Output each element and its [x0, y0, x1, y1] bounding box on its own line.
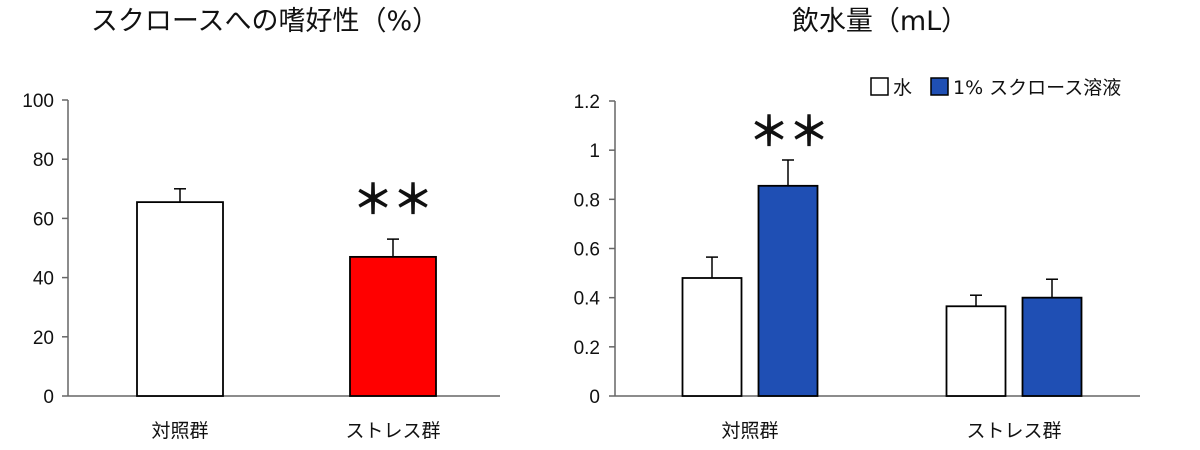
legend-label-sucrose: 1% スクロース溶液: [953, 77, 1121, 99]
chart1-title: スクロースへの嗜好性（%）: [91, 6, 439, 37]
chart2-bar: [945, 305, 1007, 397]
chart2-legend: 水 1% スクロース溶液: [870, 77, 1121, 99]
chart1-y-tick-label: 60: [33, 209, 54, 230]
chart2-y-tick-label: 1.2: [574, 92, 600, 113]
chart-water-intake: 飲水量（mL） 0 0.2 0.4 0.6 0.8 1 1.2 対照群 ストレス群 ＊＊ 水…: [574, 6, 1140, 442]
legend-swatch-sucrose: [930, 77, 949, 96]
chart2-y-tick-label: 0: [589, 387, 600, 408]
legend-label-water: 水: [893, 77, 912, 99]
chart1-y-tick-label: 80: [33, 150, 54, 171]
chart1-y-tick-label: 40: [33, 269, 54, 290]
chart2-category-label: ストレス群: [966, 420, 1061, 442]
chart2-y-tick-label: 0.8: [574, 190, 600, 211]
chart2-y-tick-label: 0.2: [574, 338, 600, 359]
chart1-bar: [349, 255, 437, 397]
chart1-category-label: ストレス群: [345, 420, 440, 442]
chart2-y-tick-label: 1: [589, 141, 600, 162]
legend-swatch-water: [870, 77, 889, 96]
chart1-significance-marker: ＊＊: [353, 177, 433, 223]
chart1-y-tick-label: 0: [43, 387, 54, 408]
chart2-y-tick-label: 0.6: [574, 240, 600, 261]
chart2-bar: [757, 184, 819, 397]
chart2-y-tick-label: 0.4: [574, 289, 601, 310]
chart2-title: 飲水量（mL）: [792, 6, 968, 37]
chart2-category-label: 対照群: [721, 420, 778, 442]
chart2-significance-marker: ＊＊: [749, 109, 829, 155]
chart1-y-tick-label: 100: [22, 91, 54, 112]
chart1-y-tick-label: 20: [33, 328, 54, 349]
chart1-category-label: 対照群: [151, 420, 208, 442]
chart2-bar: [1021, 296, 1083, 397]
chart1-bar: [136, 201, 224, 397]
chart-sucrose-preference: スクロースへの嗜好性（%） 0 20 40 60 80 100 対照群 ストレス群 ＊＊: [22, 6, 500, 442]
chart2-bar: [681, 277, 743, 397]
